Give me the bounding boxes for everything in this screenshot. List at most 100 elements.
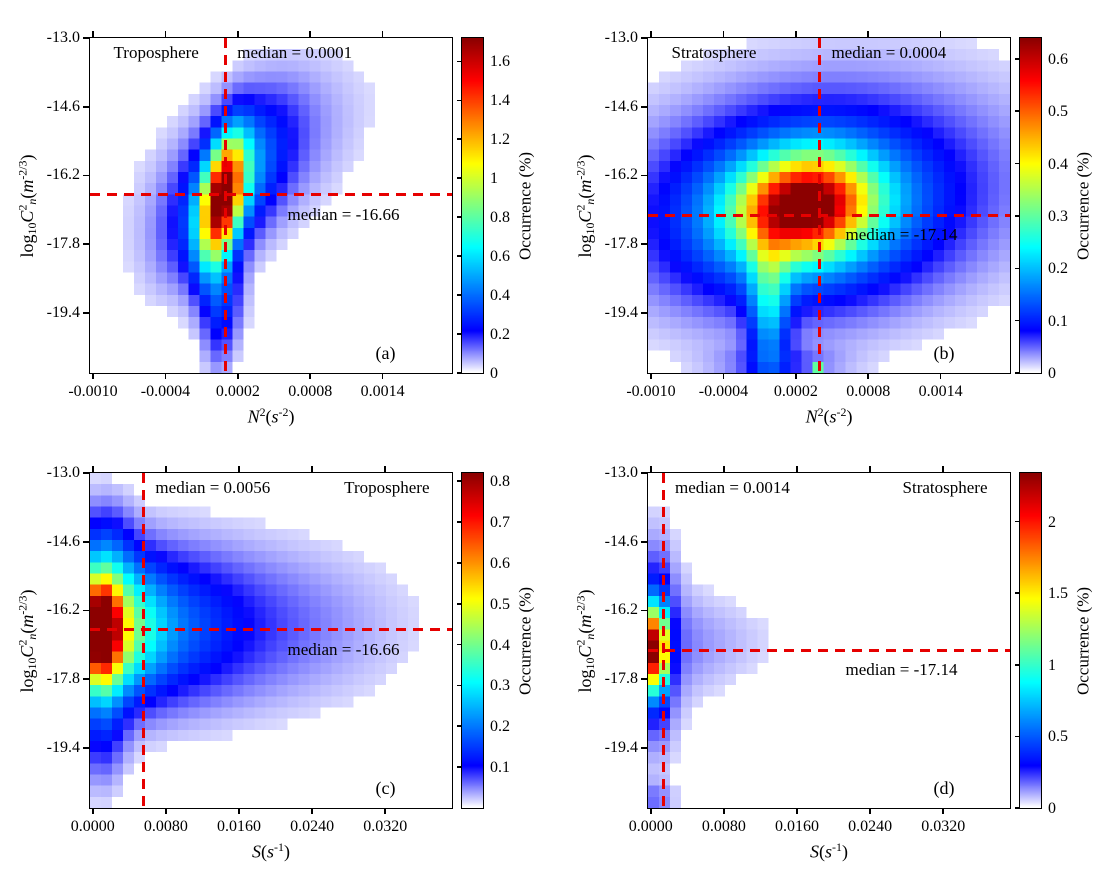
x-tick-a: [92, 373, 94, 379]
x-tick-a: [381, 373, 384, 379]
y-tick-a: [82, 105, 89, 108]
median-y-label-d: median = -17.14: [845, 660, 958, 680]
y-tick-a: [82, 37, 89, 39]
y-tick-d: [640, 540, 647, 543]
x-tick-label-c: 0.0320: [363, 818, 408, 835]
x-tick-d: [942, 808, 945, 814]
x-tick-top-d: [649, 465, 652, 472]
median-y-label-b: median = -17.14: [845, 225, 958, 245]
colorbar-tick-b: [1014, 267, 1019, 270]
colorbar-a: [460, 36, 484, 374]
y-axis-title-a: log10C2n(m-2/3): [15, 154, 39, 257]
colorbar-tick-label-a: 1: [490, 170, 498, 188]
heatmap-canvas-b: [647, 37, 1010, 373]
colorbar-tick-label-c: 0.6: [490, 554, 510, 572]
colorbar-tick-label-b: 0.5: [1048, 103, 1068, 121]
y-tick-label-c: -19.4: [46, 738, 80, 756]
colorbar-tick-label-c: 0.3: [490, 677, 510, 695]
x-tick-top-b: [939, 30, 942, 37]
colorbar-tick-a: [456, 333, 461, 335]
colorbar-tick-b: [1014, 215, 1019, 217]
y-tick-label-b: -13.0: [604, 29, 638, 46]
colorbar-tick-label-c: 0.2: [490, 718, 510, 736]
x-tick-label-a: -0.0010: [68, 383, 118, 400]
y-tick-label-b: -16.2: [604, 166, 638, 184]
colorbar-tick-label-c: 0.1: [490, 759, 510, 777]
panel-letter-a: (a): [375, 342, 396, 363]
median-x-label-d: median = 0.0014: [675, 477, 790, 497]
y-tick-b: [640, 174, 647, 177]
plot-area-b: Stratosphere median = 0.0004 median = -17.…: [646, 36, 1011, 374]
colorbar-tick-label-c: 0.8: [490, 473, 510, 491]
x-tick-top-d: [723, 465, 725, 472]
y-tick-a: [82, 174, 89, 177]
colorbar-tick-b: [1014, 110, 1019, 113]
colorbar-tick-label-d: 1.5: [1048, 585, 1068, 603]
median-hline-c: [89, 628, 452, 632]
colorbar-tick-label-c: 0.7: [490, 514, 510, 532]
colorbar-tick-a: [456, 216, 461, 218]
colorbar-tick-a: [456, 255, 461, 257]
x-tick-top-d: [796, 465, 798, 472]
y-tick-d: [640, 609, 647, 612]
x-axis-title-a: N2(s-2): [247, 405, 295, 427]
colorbar-tick-label-b: 0.2: [1048, 260, 1068, 278]
x-tick-top-c: [91, 465, 94, 472]
y-tick-b: [640, 243, 647, 245]
x-tick-b: [650, 373, 652, 379]
y-tick-label-c: -13.0: [46, 464, 80, 481]
x-tick-d: [796, 808, 798, 814]
colorbar-tick-a: [456, 138, 461, 141]
median-y-label-a: median = -16.66: [287, 204, 400, 224]
colorbar-tick-label-d: 2: [1048, 513, 1056, 531]
colorbar-b: [1018, 36, 1042, 374]
x-tick-top-a: [237, 30, 239, 37]
median-x-label-a: median = 0.0001: [237, 42, 353, 62]
colorbar-tick-d: [1014, 735, 1019, 738]
y-tick-d: [640, 472, 647, 474]
y-axis-title-b: log10C2n(m-2/3): [573, 154, 597, 257]
x-tick-label-c: 0.0000: [70, 818, 115, 835]
colorbar-tick-label-b: 0.3: [1048, 207, 1068, 225]
y-tick-a: [82, 243, 89, 245]
y-tick-b: [640, 105, 647, 108]
median-vline-c: [141, 472, 145, 808]
colorbar-gradient-c: [461, 472, 483, 808]
plot-area-d: Stratosphere median = 0.0014 median = -17.…: [646, 471, 1011, 809]
panel-letter-b: (b): [933, 342, 955, 363]
x-axis-title-d: S(s-1): [810, 840, 848, 862]
colorbar-tick-c: [456, 521, 461, 523]
y-tick-label-b: -19.4: [604, 303, 638, 321]
y-tick-label-c: -17.8: [46, 670, 80, 688]
colorbar-tick-a: [456, 294, 461, 296]
plot-area-c: Troposphere median = 0.0056 median = -16.6…: [88, 471, 453, 809]
x-tick-label-d: 0.0080: [701, 818, 746, 835]
x-tick-label-b: -0.0010: [626, 383, 676, 400]
colorbar-tick-label-c: 0.5: [490, 595, 510, 613]
x-tick-c: [165, 808, 167, 814]
colorbar-tick-c: [456, 602, 461, 605]
y-tick-label-d: -16.2: [604, 601, 638, 619]
y-tick-label-a: -19.4: [46, 303, 80, 321]
x-tick-top-a: [92, 30, 94, 37]
x-tick-top-d: [869, 465, 871, 472]
y-tick-label-a: -16.2: [46, 166, 80, 184]
y-tick-label-c: -16.2: [46, 601, 80, 619]
x-tick-top-b: [722, 30, 725, 37]
y-tick-c: [82, 747, 89, 749]
colorbar-tick-b: [1014, 319, 1019, 322]
heatmap-canvas-d: [647, 472, 1010, 808]
x-tick-top-c: [165, 465, 167, 472]
region-label-d: Stratosphere: [902, 477, 988, 497]
colorbar-tick-c: [456, 562, 461, 564]
colorbar-tick-a: [456, 60, 461, 63]
x-tick-a: [309, 373, 311, 379]
colorbar-tick-b: [1014, 162, 1019, 165]
colorbar-tick-c: [456, 766, 461, 768]
x-tick-b: [795, 373, 797, 379]
x-tick-top-a: [381, 30, 384, 37]
x-tick-label-b: 0.0002: [773, 383, 818, 400]
colorbar-tick-label-b: 0: [1048, 365, 1056, 382]
x-tick-d: [869, 808, 871, 814]
colorbar-tick-label-b: 0.6: [1048, 50, 1068, 68]
